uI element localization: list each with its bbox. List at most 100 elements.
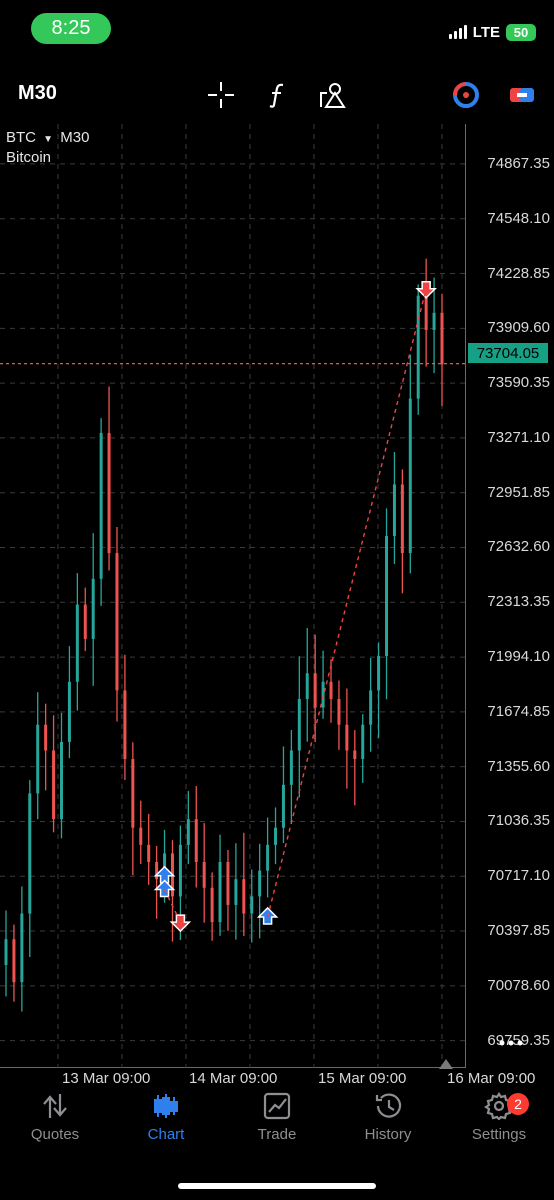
price-tick-label: 73909.60 (487, 319, 550, 337)
home-indicator[interactable] (178, 1183, 376, 1189)
candle-body (416, 295, 420, 399)
candle-body (321, 681, 325, 708)
sell-trade-arrow-icon[interactable] (415, 281, 437, 299)
nav-quotes[interactable]: Quotes (0, 1092, 110, 1162)
candle-body (337, 698, 341, 725)
candle-body (274, 827, 278, 845)
candle-body (281, 784, 285, 828)
candle-body (218, 862, 222, 923)
candle-body (178, 844, 182, 897)
price-tick-label: 71994.10 (487, 648, 550, 666)
candle-body (67, 681, 71, 742)
candle-body (440, 312, 444, 365)
nav-label: Trade (257, 1126, 297, 1143)
candle-body (258, 870, 262, 897)
nav-chart[interactable]: Chart (111, 1092, 221, 1162)
candle-body (155, 862, 159, 880)
nav-label: Quotes (30, 1126, 80, 1143)
candle-body (115, 553, 119, 691)
candle-body (4, 939, 8, 966)
price-tick-label: 70397.85 (487, 922, 550, 940)
chart-symbol-header[interactable]: BTC ▼ M30 (6, 129, 89, 146)
function-icon[interactable] (263, 80, 293, 110)
candle-body (194, 819, 198, 863)
candle-body (186, 819, 190, 845)
candle-body (20, 913, 24, 983)
candle-body (400, 484, 404, 554)
trade-icon (263, 1092, 291, 1120)
candle-body (83, 604, 87, 639)
one-click-trading-icon[interactable] (451, 80, 481, 110)
trade-connector-line (266, 288, 427, 918)
date-label: 15 Mar 09:00 (318, 1070, 407, 1087)
candle-body (99, 432, 103, 579)
candle-body (250, 896, 254, 914)
symbol-description: Bitcoin (6, 149, 52, 166)
candle-body (297, 698, 301, 751)
price-tick-label: 73271.10 (487, 428, 550, 446)
candle-body (12, 939, 16, 983)
candle-body (52, 750, 56, 820)
price-tick-label: 73590.35 (487, 374, 550, 392)
trade-connector-line (163, 889, 182, 923)
account-switch-icon[interactable] (507, 80, 537, 110)
date-label: 14 Mar 09:00 (189, 1070, 278, 1087)
battery-icon: 50 (506, 23, 536, 41)
price-tick-label: 72951.85 (487, 483, 550, 501)
candle-body (107, 432, 111, 554)
chart-area[interactable] (0, 124, 466, 1068)
quotes-icon (43, 1094, 67, 1118)
status-indicators: LTE 50 (448, 20, 536, 44)
timeframe-button[interactable]: M30 (18, 82, 57, 104)
candle-body (369, 690, 373, 725)
candle-body (408, 398, 412, 554)
nav-settings[interactable]: Settings (444, 1092, 554, 1162)
price-tick-label: 71355.60 (487, 757, 550, 775)
candle-body (392, 484, 396, 536)
price-tick-label: 71036.35 (487, 812, 550, 830)
objects-icon[interactable] (318, 80, 348, 110)
candle-body (266, 844, 270, 871)
candle-body (75, 604, 79, 682)
sell-trade-arrow-icon[interactable] (169, 914, 192, 933)
candle-body (44, 724, 48, 751)
network-label: LTE (472, 23, 500, 41)
candle-body (147, 844, 151, 863)
nav-history[interactable]: History (333, 1092, 443, 1162)
chart-canvas[interactable] (0, 124, 466, 1068)
price-tick-label: 70717.10 (487, 867, 550, 885)
candle-body (242, 879, 246, 914)
candle-body (226, 862, 230, 905)
date-label: 13 Mar 09:00 (62, 1070, 151, 1087)
candle-body (139, 827, 143, 845)
more-horizontal-icon[interactable] (498, 1036, 524, 1054)
buy-trade-arrow-icon[interactable] (153, 879, 176, 898)
status-time: 8:25 (31, 13, 111, 44)
candle-body (123, 690, 127, 760)
candle-body (59, 741, 63, 820)
candle-body (361, 724, 365, 760)
candle-body (424, 295, 428, 330)
candle-body (329, 681, 333, 699)
chart-timeframe-label: M30 (60, 129, 90, 146)
history-icon (375, 1093, 402, 1118)
chart-shift-marker-icon[interactable] (439, 1056, 453, 1074)
settings-badge: 2 (507, 1093, 529, 1115)
candle-body (36, 724, 40, 794)
nav-trade[interactable]: Trade (222, 1092, 332, 1162)
nav-label: Chart (147, 1126, 185, 1143)
chart-icon (154, 1094, 178, 1118)
candle-body (353, 750, 357, 760)
nav-label: Settings (471, 1126, 527, 1143)
crosshair-icon[interactable] (206, 80, 236, 110)
current-price-label: 73704.05 (468, 343, 548, 363)
price-tick-label: 74867.35 (487, 154, 550, 172)
symbol-dropdown-icon[interactable]: ▼ (43, 134, 54, 145)
price-tick-label: 74228.85 (487, 264, 550, 282)
date-label: 16 Mar 09:00 (447, 1070, 536, 1087)
candle-body (377, 656, 381, 691)
candle-body (202, 862, 206, 888)
price-tick-label: 72313.35 (487, 593, 550, 611)
candle-body (91, 578, 95, 639)
candle-body (210, 887, 214, 923)
